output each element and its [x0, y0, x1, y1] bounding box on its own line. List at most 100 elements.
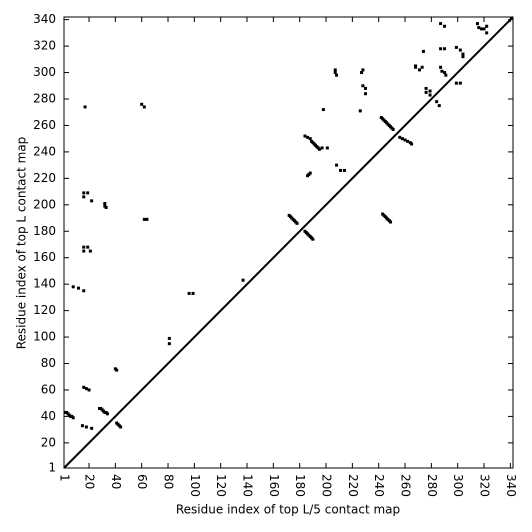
y-tick-label: 200 [33, 197, 56, 211]
contact-point [410, 142, 414, 146]
contact-point [440, 69, 444, 73]
contact-point [443, 24, 447, 28]
x-tick-label: 100 [188, 474, 202, 497]
contact-point [439, 65, 443, 69]
contact-point [142, 105, 146, 109]
y-tick-label: 20 [41, 435, 56, 449]
contact-point [428, 89, 432, 93]
contact-point [414, 64, 418, 68]
x-tick-label: 240 [372, 474, 386, 497]
contact-point [90, 199, 94, 203]
contact-point [84, 387, 88, 391]
contact-point [82, 191, 86, 195]
y-tick-label: 160 [33, 250, 56, 264]
contact-point [398, 135, 402, 139]
y-tick-label: 320 [33, 39, 56, 53]
contact-point [88, 249, 92, 253]
y-tick-label: 280 [33, 92, 56, 106]
x-tick-label: 20 [83, 474, 97, 489]
contact-point [145, 217, 149, 221]
contact-point [420, 65, 424, 69]
contact-point [86, 245, 90, 249]
contact-point [482, 27, 486, 31]
contact-point [87, 388, 91, 392]
contact-point [317, 147, 321, 151]
contact-point [115, 368, 119, 372]
contact-point [167, 342, 171, 346]
x-tick-label: 60 [135, 474, 149, 489]
contact-point [82, 195, 86, 199]
contact-point [83, 105, 87, 109]
y-tick-label: 1 [48, 461, 56, 475]
contact-point [303, 134, 307, 138]
x-tick-label: 1 [58, 474, 72, 482]
x-tick-label: 200 [320, 474, 334, 497]
contact-point [400, 137, 404, 141]
y-tick-label: 240 [33, 144, 56, 158]
contact-point [321, 108, 325, 112]
contact-point [428, 93, 432, 97]
contact-point [421, 49, 425, 53]
y-tick-label: 140 [33, 277, 56, 291]
contact-point [167, 336, 171, 340]
contact-point [191, 291, 195, 295]
contact-point [361, 84, 365, 88]
contact-point [105, 412, 109, 416]
contact-point [82, 385, 86, 389]
y-tick-label: 60 [41, 382, 56, 396]
contact-point [308, 137, 312, 141]
contact-point [454, 81, 458, 85]
x-tick-label: 40 [109, 474, 123, 489]
contact-point [443, 47, 447, 51]
contact-point [364, 86, 368, 90]
contact-point [119, 425, 123, 429]
contact-point [333, 68, 337, 72]
contact-point [82, 289, 86, 293]
contact-point [444, 73, 448, 77]
contact-point [364, 92, 368, 96]
x-tick-label: 260 [399, 474, 413, 497]
contact-point [140, 102, 144, 106]
contact-point [308, 171, 312, 175]
x-tick-label: 220 [346, 474, 360, 497]
contact-point [437, 104, 441, 108]
contact-point [187, 291, 191, 295]
plot-frame [63, 16, 514, 469]
contact-point [82, 249, 86, 253]
x-tick-label: 80 [162, 474, 176, 489]
x-tick-label: 280 [425, 474, 439, 497]
contact-point [335, 73, 339, 77]
contact-point [439, 22, 443, 26]
contact-point [71, 416, 75, 420]
contact-point [295, 221, 299, 225]
y-tick-label: 340 [33, 12, 56, 26]
contact-point [241, 278, 245, 282]
contact-point [76, 286, 80, 290]
contact-point [475, 22, 479, 26]
contact-point [485, 24, 489, 28]
y-tick-label: 180 [33, 224, 56, 238]
y-tick-label: 260 [33, 118, 56, 132]
contact-point [454, 45, 458, 49]
contact-point [90, 426, 94, 430]
x-tick-label: 140 [241, 474, 255, 497]
contact-point [485, 31, 489, 35]
contact-point [479, 27, 483, 31]
y-axis-label: Residue index of top L contact map [15, 137, 29, 350]
contact-point [358, 109, 362, 113]
x-tick-label: 340 [504, 474, 518, 497]
contact-point [104, 205, 108, 209]
x-tick-label: 180 [293, 474, 307, 497]
contact-point [82, 245, 86, 249]
contact-point [389, 220, 393, 224]
contact-point [86, 191, 90, 195]
y-tick-label: 220 [33, 171, 56, 185]
contact-point [325, 146, 329, 150]
contact-point [360, 71, 364, 75]
contact-point [333, 71, 337, 75]
contact-point [391, 127, 395, 131]
contact-point [439, 47, 443, 51]
y-tick-label: 40 [41, 409, 56, 423]
contact-point [320, 146, 324, 150]
